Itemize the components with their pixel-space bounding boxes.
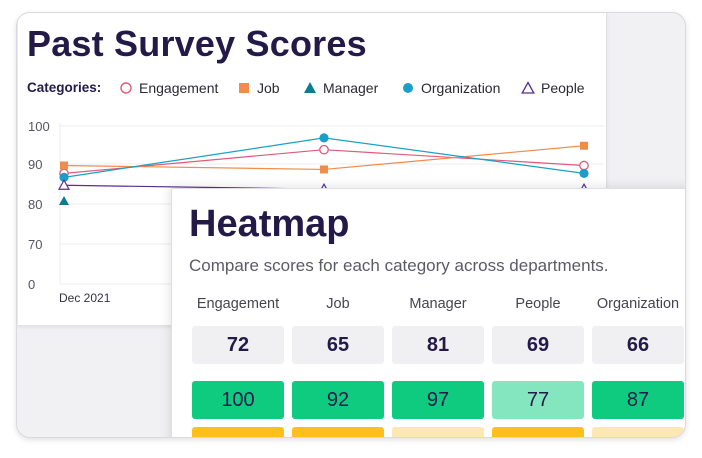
column-header-job: Job [326,296,350,312]
y-tick-label: 0 [28,277,35,292]
legend-text: Job [257,80,280,96]
heatmap-cell[interactable]: 97 [392,381,484,419]
point-job [320,165,328,174]
legend-label: Categories: [27,80,102,95]
heatmap-subtitle: Compare scores for each category across … [189,256,609,275]
point-engagement [319,144,329,155]
heatmap-cell[interactable]: 60 [192,427,284,437]
column-header-people: People [515,296,561,312]
y-tick-label: 80 [28,197,42,212]
triangle-icon [304,82,316,93]
y-tick-label: 90 [28,157,42,172]
point-organization [59,172,69,182]
heatmap-cell[interactable]: 81 [392,326,484,364]
point-organization [579,168,589,178]
legend-text: Manager [323,80,379,96]
column-header-organization: Organization [596,296,680,312]
heatmap-cell[interactable]: 72 [192,326,284,364]
column-header-manager: Manager [409,296,467,312]
legend-text: People [541,80,585,96]
point-job [60,161,68,170]
circle-open-icon [120,82,132,94]
y-tick-label: 70 [28,237,42,252]
heatmap-title: Heatmap [189,203,350,245]
point-organization [319,133,329,143]
legend-text: Engagement [139,80,219,96]
heatmap-cell[interactable]: 69 [492,326,584,364]
heatmap-cell[interactable]: 75 [392,427,484,437]
heatmap-cell[interactable]: 87 [592,381,684,419]
survey-title: Past Survey Scores [27,23,367,64]
point-people [57,179,71,190]
app-frame: Past Survey Scores Categories: Engagemen… [16,12,686,438]
circle-icon [403,83,413,93]
point-job [580,141,588,150]
y-tick-label: 100 [28,119,50,134]
heatmap-cell[interactable]: 55 [292,427,384,437]
heatmap-cell[interactable]: 100 [192,381,284,419]
point-manager [59,196,69,206]
heatmap-cell[interactable]: 52 [492,427,584,437]
x-tick-label: Dec 2021 [59,291,111,305]
heatmap-cell[interactable]: 66 [592,326,684,364]
heatmap-cell[interactable]: 65 [292,326,384,364]
triangle-open-icon [521,81,535,94]
legend-text: Organization [421,80,501,96]
heatmap-cell[interactable]: 92 [292,381,384,419]
heatmap-cell[interactable]: 60 [592,427,684,437]
heatmap-cell[interactable]: 77 [492,381,584,419]
column-header-engagement: Engagement [196,296,280,312]
square-icon [239,83,249,93]
point-engagement [579,160,589,171]
heatmap-card: Heatmap Compare scores for each category… [171,188,685,437]
